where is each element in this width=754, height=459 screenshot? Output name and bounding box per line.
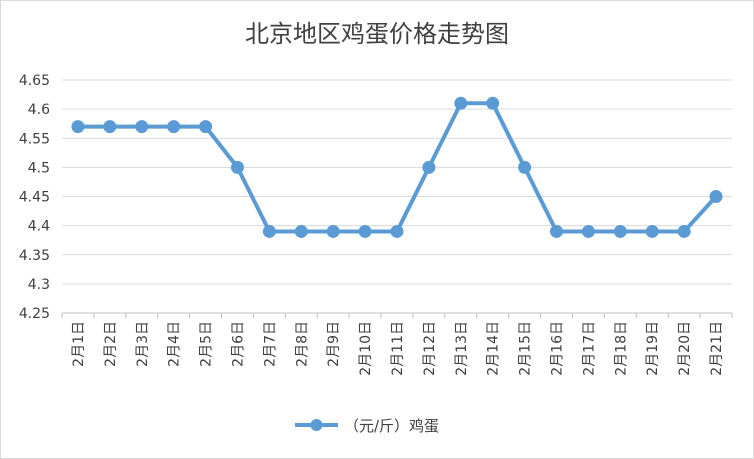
x-tick-label: 2月14日	[486, 321, 502, 376]
x-axis-ticks: 2月1日 2月2日 2月3日 2月4日 2月5日 2月6日 2月7日 2月8日 2月9日 2月10…	[71, 321, 725, 376]
data-point	[581, 224, 595, 238]
data-point	[262, 224, 276, 238]
x-tick-label: 2月4日	[167, 321, 183, 367]
x-tick-label: 2月21日	[709, 321, 725, 376]
data-point	[326, 224, 340, 238]
grid-lines	[62, 79, 732, 314]
y-tick-label: 4.4	[28, 219, 50, 235]
y-tick-label: 4.65	[19, 73, 50, 89]
data-point	[550, 224, 564, 238]
y-tick-label: 4.35	[19, 248, 50, 264]
x-tick-label: 2月19日	[645, 321, 661, 376]
y-tick-label: 4.5	[28, 160, 50, 176]
series-layer	[71, 96, 723, 238]
data-point	[390, 224, 404, 238]
y-tick-label: 4.45	[19, 190, 50, 206]
x-tick-label: 2月8日	[294, 321, 310, 367]
x-tick-label: 2月10日	[358, 321, 374, 376]
x-tick-label: 2月17日	[581, 321, 597, 376]
y-tick-label: 4.6	[28, 102, 50, 118]
data-point	[486, 96, 500, 110]
x-tick-label: 2月18日	[613, 321, 629, 376]
y-tick-label: 4.25	[19, 306, 50, 322]
data-point	[103, 120, 117, 134]
x-tick-label: 2月5日	[199, 321, 215, 367]
data-point	[230, 160, 244, 174]
x-tick-label: 2月1日	[71, 321, 87, 367]
x-tick-label: 2月2日	[103, 321, 119, 367]
data-point	[71, 120, 85, 134]
data-point	[677, 224, 691, 238]
data-point	[709, 190, 723, 203]
x-tick-label: 2月6日	[230, 321, 246, 367]
x-tick-label: 2月9日	[326, 321, 342, 367]
legend: （元/斤）鸡蛋	[295, 417, 439, 435]
y-tick-label: 4.55	[19, 131, 50, 147]
data-point	[422, 160, 436, 174]
x-tick-label: 2月13日	[454, 321, 470, 376]
x-tick-label: 2月11日	[390, 321, 406, 376]
data-point	[454, 96, 468, 110]
data-point	[613, 224, 627, 238]
y-axis-ticks: 4.25 4.3 4.35 4.4 4.45 4.5 4.55 4.6 4.65	[19, 73, 50, 322]
x-tick-label: 2月7日	[262, 321, 278, 367]
data-point	[645, 224, 659, 238]
data-point	[199, 120, 213, 134]
x-tick-label: 2月12日	[422, 321, 438, 376]
data-point	[358, 224, 372, 238]
legend-label: （元/斤）鸡蛋	[344, 417, 439, 435]
data-point	[167, 120, 181, 134]
x-tick-label: 2月16日	[550, 321, 566, 376]
data-point	[518, 160, 532, 174]
y-tick-label: 4.3	[28, 277, 50, 293]
chart-title: 北京地区鸡蛋价格走势图	[245, 20, 509, 48]
x-tick-label: 2月3日	[135, 321, 151, 367]
x-tick-label: 2月20日	[677, 321, 693, 376]
legend-marker	[310, 419, 323, 431]
x-axis	[61, 312, 733, 318]
data-point	[294, 224, 308, 238]
data-point	[135, 120, 149, 134]
x-tick-label: 2月15日	[518, 321, 534, 376]
